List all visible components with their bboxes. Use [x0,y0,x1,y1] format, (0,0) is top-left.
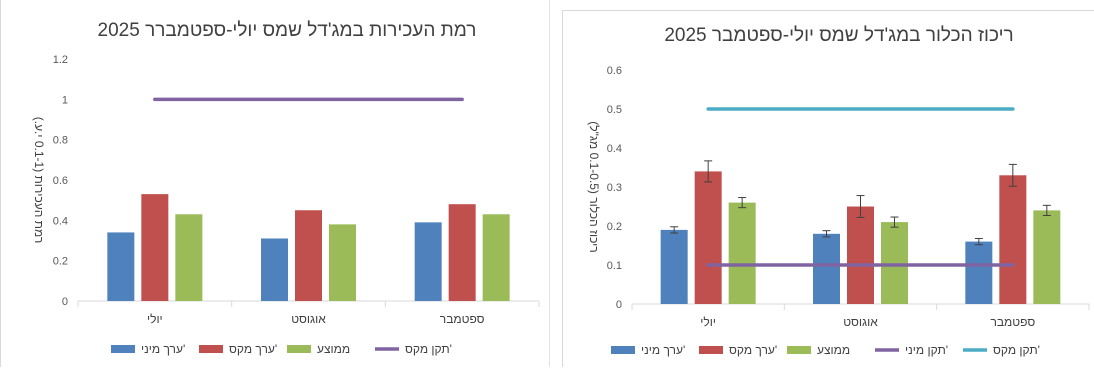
bar [141,194,169,301]
bar [999,175,1027,304]
bar [261,238,288,301]
legend-label: ערך מקס' [729,343,777,357]
chart-title: ריכוז הכלור במג'דל שמס יולי-ספטמבר 2025 [664,25,1013,46]
bar [414,222,442,301]
y-tick-label: 0.2 [53,256,68,268]
turbidity-chart: רמת העכירות במג'דל שמס יולי-ספטמברר 2025… [32,20,540,356]
bar [660,229,688,304]
y-tick-label: 0.6 [53,175,68,187]
legend-swatch [699,346,723,354]
bar [107,232,135,301]
bar [694,171,722,304]
legend-label: ממוצע [317,342,350,356]
y-axis-label: ריכוז הכלור (0.1-0.5 מג"ל) [587,121,601,252]
bar [881,222,908,304]
y-tick-label: 0.8 [53,135,68,147]
y-tick-label: 0.5 [607,104,622,116]
x-tick-label: יולי [700,315,716,329]
bar [847,206,874,304]
bar [175,214,203,301]
y-tick-label: 0.4 [53,215,68,227]
turbidity-chart-panel: רמת העכירות במג'דל שמס יולי-ספטמברר 2025… [0,0,550,367]
legend-label: תקן מיני' [905,343,948,357]
legend-swatch [199,345,223,353]
legend-swatch [287,345,311,353]
legend-label: ערך מיני' [641,343,685,357]
bar [1033,210,1061,304]
x-tick-label: יולי [147,312,163,326]
y-axis-label: רמת העכירות (0.1-1 י.ע.) [32,117,46,244]
bar [329,224,356,301]
chlorine-chart: ריכוז הכלור במג'דל שמס יולי-ספטמבר 2025 0… [587,25,1090,357]
bar [482,214,510,301]
y-tick-label: 0.4 [607,143,622,155]
bar [813,233,840,304]
legend-label: ערך מקס' [229,342,277,356]
legend-swatch [611,346,635,354]
chlorine-chart-panel: ריכוז הכלור במג'דל שמס יולי-ספטמבר 2025 0… [562,10,1094,367]
legend-swatch [111,345,135,353]
legend-swatch [787,346,811,354]
chart-title: רמת העכירות במג'דל שמס יולי-ספטמברר 2025 [98,20,477,41]
y-tick-label: 1 [62,94,68,106]
legend-label: ממוצע [817,343,850,357]
x-tick-label: ספטמבר [440,312,485,326]
x-tick-label: אוגוסט [843,315,878,329]
legend-label: תקן מקס' [405,342,452,356]
y-tick-label: 0.3 [607,182,622,194]
y-tick-label: 1.2 [53,54,68,66]
legend-label: תקן מקס' [993,343,1040,357]
legend-label: ערך מיני' [141,342,185,356]
bar [965,241,993,304]
bar [728,202,756,304]
y-tick-label: 0.6 [607,65,622,77]
y-tick-label: 0 [62,296,68,308]
y-tick-label: 0 [616,299,622,311]
y-tick-label: 0.2 [607,221,622,233]
bar [295,210,322,301]
y-tick-label: 0.1 [607,260,622,272]
x-tick-label: ספטמבר [990,315,1035,329]
x-tick-label: אוגוסט [291,312,326,326]
bar [448,204,476,301]
